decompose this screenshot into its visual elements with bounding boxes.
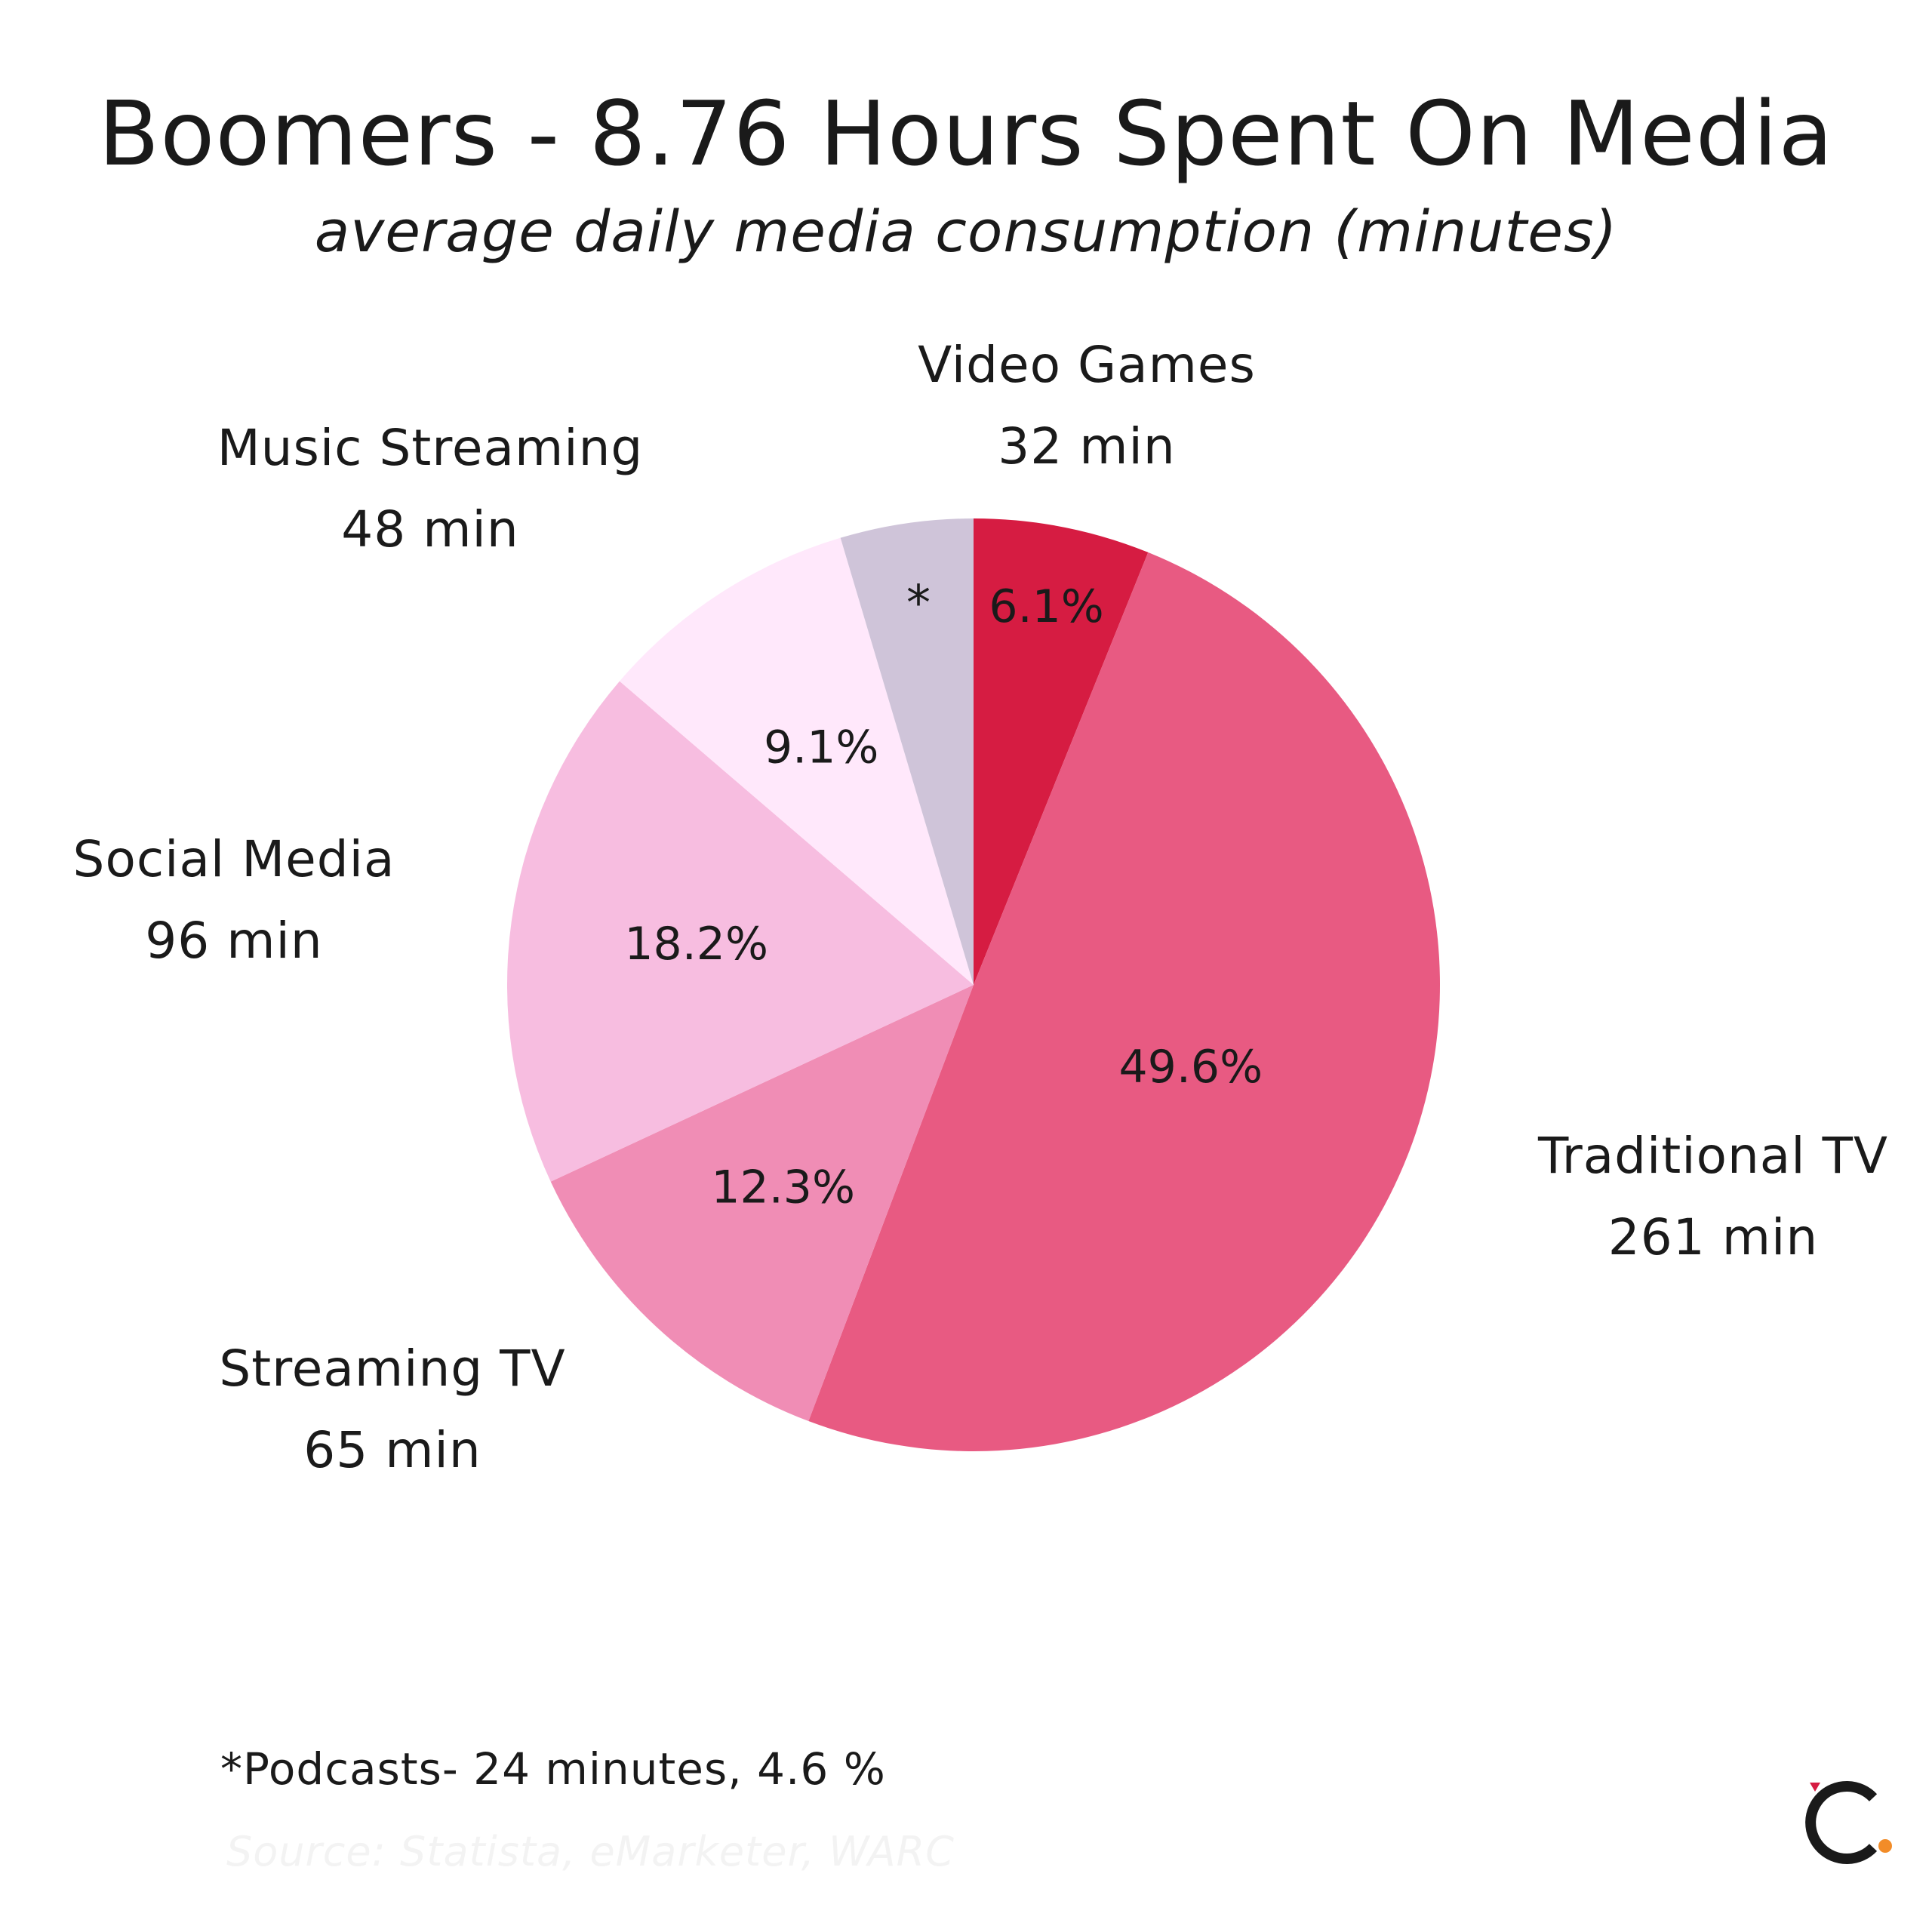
brand-c-logo-icon [1805,1781,1892,1864]
pie-slice-streaming-tv [550,985,974,1422]
chart-title: Boomers - 8.76 Hours Spent On Media [98,82,1834,186]
label-traditional-tv-name: Traditional TV [1537,1127,1889,1185]
label-video-games: Video Games 32 min [906,325,1268,488]
pie-label-video-games: 6.1% [989,580,1103,633]
pie-label-social-media: 18.2% [624,918,768,971]
label-social-media-name: Social Media [72,830,395,888]
pie-slice-podcasts [840,518,974,985]
label-traditional-tv: Traditional TV 261 min [1509,1115,1917,1278]
source-note: Source: Statista, eMarketer, WARC [226,1828,955,1875]
pie-slice-social-media [507,681,974,1182]
label-music-streaming-value: 48 min [341,500,519,558]
label-music-streaming-name: Music Streaming [217,419,644,477]
chart-subtitle: average daily media consumption (minutes… [314,198,1618,265]
label-social-media-value: 96 min [145,912,323,970]
label-traditional-tv-value: 261 min [1607,1208,1819,1266]
footnote: *Podcasts- 24 minutes, 4.6 % [220,1743,886,1795]
pie-label-music-streaming: 9.1% [764,721,878,774]
label-streaming-tv: Streaming TV 65 min [189,1328,596,1491]
label-social-media: Social Media 96 min [30,819,438,982]
label-video-games-name: Video Games [918,336,1256,394]
label-streaming-tv-value: 65 min [303,1421,481,1479]
pie-slice-traditional-tv [808,552,1441,1452]
pie-slice-music-streaming [619,537,974,985]
label-video-games-value: 32 min [998,417,1176,475]
label-streaming-tv-name: Streaming TV [219,1340,566,1398]
label-music-streaming: Music Streaming 48 min [189,408,672,571]
pie-label-podcasts: * [906,576,931,632]
pie-slice-video-games [974,518,1149,985]
pie-label-streaming-tv: 12.3% [711,1161,855,1214]
pie-label-traditional-tv: 49.6% [1118,1041,1263,1094]
